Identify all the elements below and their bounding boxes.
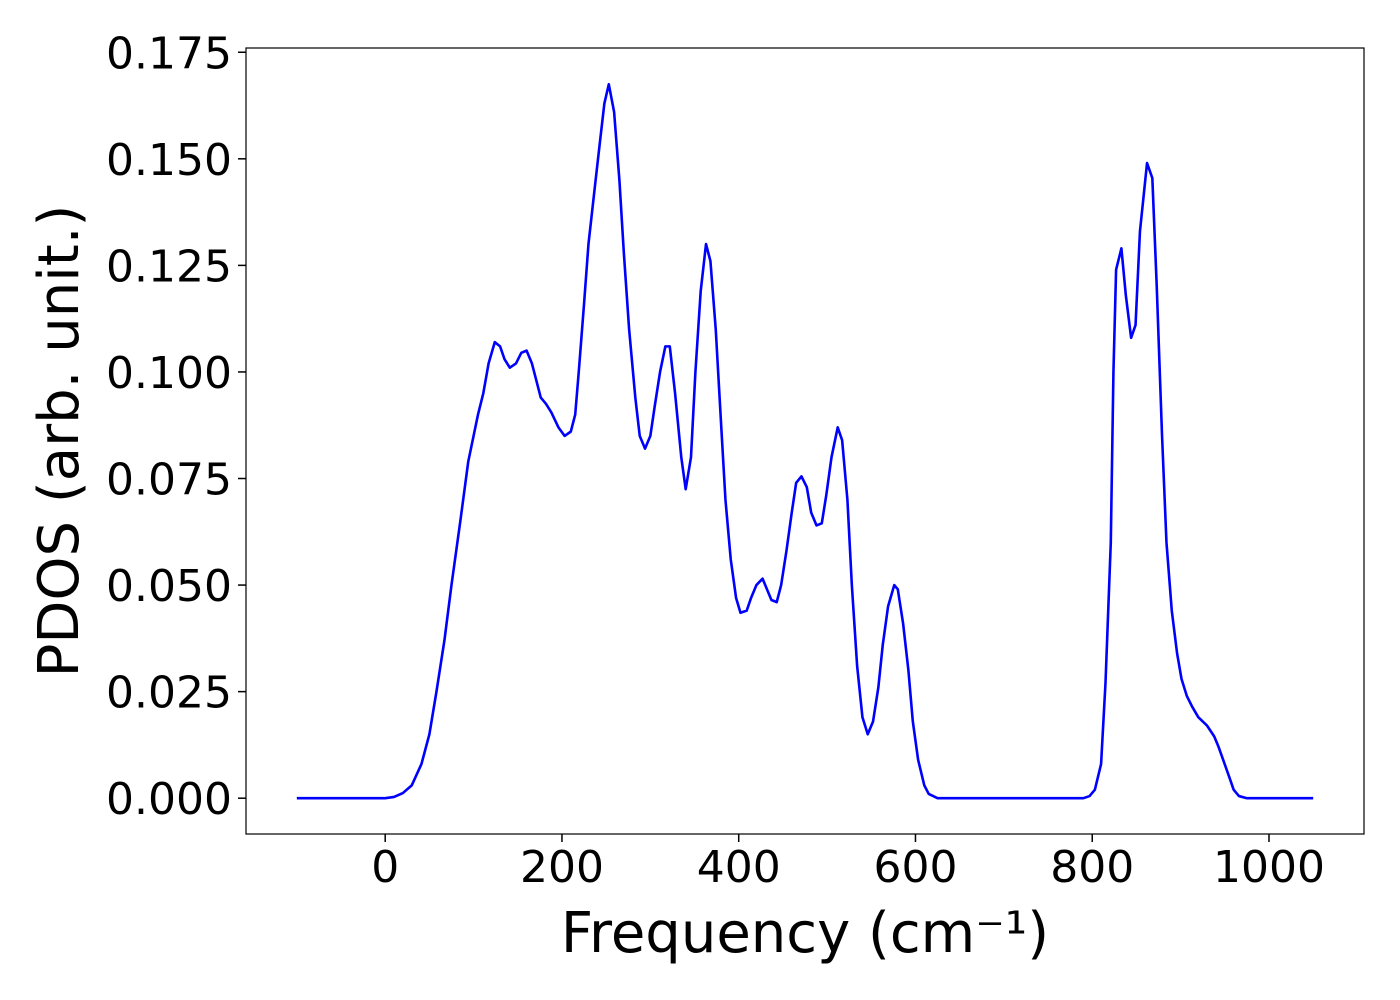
x-tick-label: 400 [697, 842, 781, 893]
y-tick-label: 0.075 [106, 455, 232, 506]
y-tick-label: 0.000 [106, 774, 232, 825]
x-tick-label: 0 [371, 842, 399, 893]
y-tick-label: 0.100 [106, 348, 232, 399]
x-tick-label: 200 [520, 842, 604, 893]
y-tick-label: 0.175 [106, 28, 232, 79]
y-tick-label: 0.025 [106, 668, 232, 719]
x-tick-label: 800 [1050, 842, 1134, 893]
y-tick-label: 0.125 [106, 241, 232, 292]
plot-frame [245, 47, 1365, 835]
data-line [296, 82, 1314, 800]
y-tick-label: 0.050 [106, 561, 232, 612]
y-tick-label: 0.150 [106, 135, 232, 186]
y-axis-label: PDOS (arb. unit.) [27, 205, 92, 678]
x-tick-label: 1000 [1213, 842, 1325, 893]
x-axis-label: Frequency (cm⁻¹) [561, 901, 1049, 966]
x-tick-label: 600 [873, 842, 957, 893]
